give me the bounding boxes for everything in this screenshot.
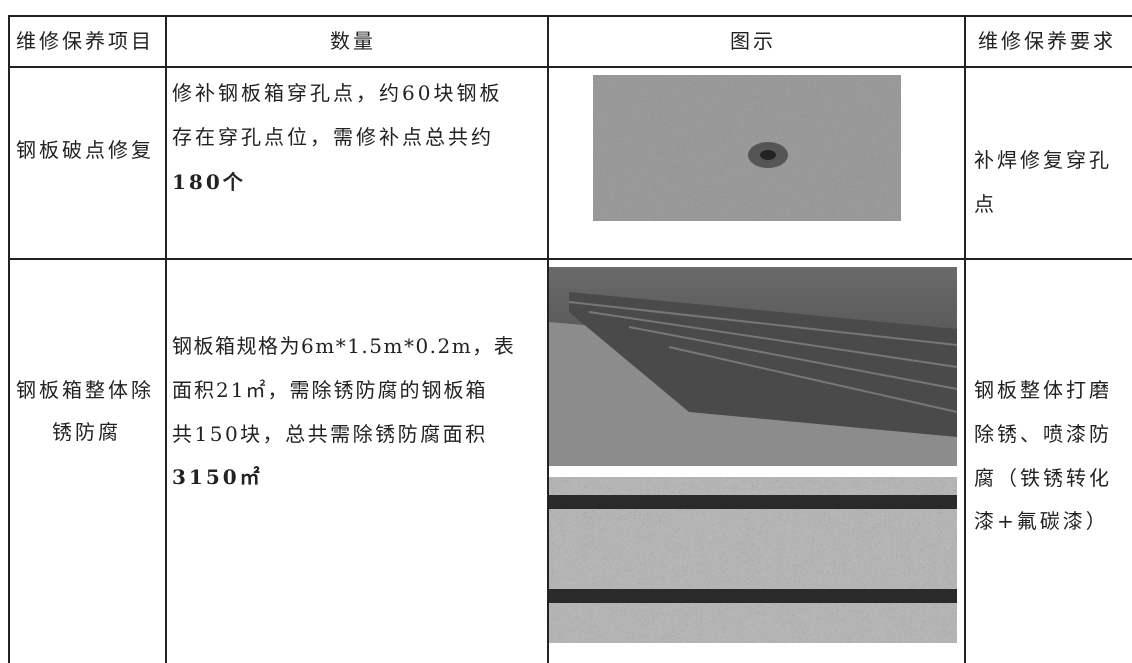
quantity-text: 面积21㎡，需除锈防腐的钢板箱 [172,378,488,402]
photo-perforation [593,75,901,221]
item-text: 锈防腐 [52,420,121,444]
quantity-text: 3150㎡ [172,465,263,489]
quantity-text: 钢板箱规格为6m*1.5m*0.2m，表 [172,334,516,358]
item-text: 钢板破点修复 [16,138,154,162]
header-cell: 维修保养项目 [16,29,154,53]
requirement-text: 补焊修复穿孔 [974,148,1112,172]
header-cell: 图示 [730,29,776,53]
requirement-text: 点 [974,192,997,216]
requirement-text: 钢板整体打磨 [974,378,1112,402]
photo-rusted-plates [549,477,957,643]
item-text: 钢板箱整体除 [16,378,154,402]
quantity-text: 共150块，总共需除锈防腐面积 [172,422,488,446]
requirement-text: 除锈、喷漆防 [974,422,1112,446]
quantity-text: 180个 [172,170,246,194]
quantity-text: 存在穿孔点位，需修补点总共约 [172,125,494,149]
quantity-text: 修补钢板箱穿孔点，约60块钢板 [172,81,503,105]
header-cell: 维修保养要求 [978,29,1116,53]
requirement-text: 漆+氟碳漆） [974,509,1109,533]
requirement-text: 腐（铁锈转化 [974,466,1112,490]
photo-steel-boxes [549,267,957,466]
header-cell: 数量 [330,29,376,53]
